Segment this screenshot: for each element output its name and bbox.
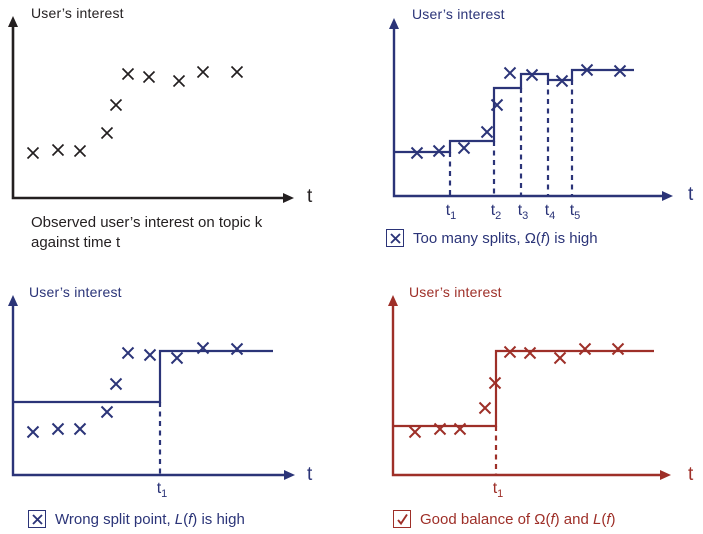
- checkmark-icon: [393, 510, 411, 528]
- data-point-x-marker: [230, 342, 244, 356]
- data-point-x-marker: [143, 348, 157, 362]
- tick-label-t1: t1: [492, 480, 504, 501]
- y-axis-arrow-icon: [8, 295, 18, 306]
- data-point-x-marker: [525, 68, 539, 82]
- panel-caption: Good balance of Ω(f) and L(f): [393, 510, 616, 528]
- x-axis-label: t: [307, 464, 313, 485]
- axes-lines: [392, 28, 663, 198]
- data-point-x-marker: [580, 63, 594, 77]
- tick-label-t2: t2: [490, 202, 502, 223]
- tick-label-t1: t1: [445, 202, 457, 223]
- x-axis-label: t: [307, 186, 313, 207]
- data-point-x-marker: [480, 125, 494, 139]
- data-point-x-marker: [170, 351, 184, 365]
- data-point-x-marker: [578, 342, 592, 356]
- data-point-x-marker: [142, 70, 156, 84]
- data-point-x-marker: [553, 351, 567, 365]
- data-point-x-marker: [109, 377, 123, 391]
- data-point-x-marker: [611, 342, 625, 356]
- y-axis-arrow-icon: [389, 18, 399, 29]
- data-point-x-marker: [100, 126, 114, 140]
- step-function-line: [394, 68, 634, 154]
- too-many-splits-plot-canvas: [389, 18, 673, 201]
- tick-label-t3: t3: [517, 202, 529, 223]
- data-point-x-marker: [432, 144, 446, 158]
- data-point-x-marker: [523, 346, 537, 360]
- data-point-x-marker: [410, 146, 424, 160]
- caption-line-2: against time t: [31, 234, 121, 251]
- caption-line-1: Observed user’s interest on topic k: [31, 214, 263, 231]
- observed-scatter-plot-canvas: [8, 16, 294, 203]
- caption-text: Too many splits, Ω(f) is high: [413, 229, 598, 247]
- data-point-x-marker: [613, 64, 627, 78]
- data-point-x-marker: [196, 341, 210, 355]
- caption-text: Good balance of Ω(f) and L(f): [420, 510, 616, 528]
- caption-text: Wrong split point, L(f) is high: [55, 510, 245, 528]
- data-point-x-marker: [26, 146, 40, 160]
- x-axis-arrow-icon: [662, 191, 673, 201]
- data-point-x-marker: [73, 144, 87, 158]
- x-axis-label: t: [688, 464, 694, 485]
- data-point-x-marker: [73, 422, 87, 436]
- x-marker-icon: [28, 510, 46, 528]
- data-point-x-marker: [457, 141, 471, 155]
- tick-label-t1: t1: [156, 480, 168, 501]
- data-point-x-marker: [433, 422, 447, 436]
- y-axis-arrow-icon: [388, 295, 398, 306]
- data-point-x-marker: [453, 422, 467, 436]
- data-point-x-marker: [51, 143, 65, 157]
- axes-lines: [11, 26, 284, 200]
- data-point-x-marker: [230, 65, 244, 79]
- y-axis-label: User’s interest: [29, 284, 122, 300]
- axes-lines: [11, 305, 285, 477]
- data-point-x-marker: [490, 98, 504, 112]
- data-point-x-marker: [503, 66, 517, 80]
- panel-good-balance: User’s interest t Good balance of Ω(f) a…: [352, 267, 703, 534]
- step-function-line: [13, 349, 273, 404]
- step-function-line: [393, 349, 654, 428]
- x-axis-arrow-icon: [284, 470, 295, 480]
- data-point-x-marker: [503, 345, 517, 359]
- data-point-x-marker: [488, 376, 502, 390]
- y-axis-label: User’s interest: [31, 5, 124, 21]
- panel-observed-interest: User’s interest t Observed user’s intere…: [0, 0, 351, 267]
- panel-too-many-splits: User’s interest t Too many splits, Ω(f) …: [352, 0, 703, 267]
- x-marker-icon: [386, 229, 404, 247]
- tick-label-t4: t4: [544, 202, 556, 223]
- panel-caption: Too many splits, Ω(f) is high: [386, 229, 598, 247]
- data-point-x-marker: [121, 346, 135, 360]
- x-axis-arrow-icon: [283, 193, 294, 203]
- panel-wrong-split-point: User’s interest t Wrong split point, L(f…: [0, 267, 351, 534]
- good-balance-plot-canvas: [388, 295, 671, 480]
- y-axis-arrow-icon: [8, 16, 18, 27]
- data-point-x-marker: [100, 405, 114, 419]
- x-axis-arrow-icon: [660, 470, 671, 480]
- data-point-x-marker: [109, 98, 123, 112]
- y-axis-label: User’s interest: [412, 6, 505, 22]
- wrong-split-point-plot-canvas: [8, 295, 295, 480]
- data-point-x-marker: [172, 74, 186, 88]
- y-axis-label: User’s interest: [409, 284, 502, 300]
- data-point-x-marker: [121, 67, 135, 81]
- data-point-x-marker: [478, 401, 492, 415]
- data-point-x-marker: [51, 422, 65, 436]
- axes-lines: [391, 305, 661, 477]
- data-point-x-marker: [26, 425, 40, 439]
- tick-label-t5: t5: [569, 202, 581, 223]
- data-point-x-marker: [408, 425, 422, 439]
- data-point-x-marker: [555, 74, 569, 88]
- data-point-x-marker: [196, 65, 210, 79]
- x-axis-label: t: [688, 184, 694, 205]
- panel-caption: Wrong split point, L(f) is high: [28, 510, 245, 528]
- panel-caption: Observed user’s interest on topic k agai…: [31, 213, 262, 253]
